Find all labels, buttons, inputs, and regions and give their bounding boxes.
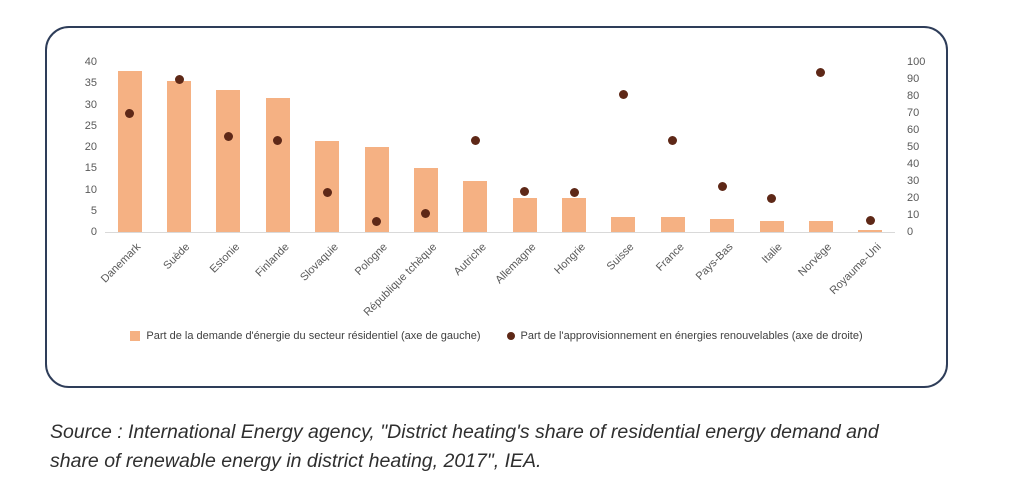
legend-bars-label: Part de la demande d'énergie du secteur …: [146, 330, 481, 342]
right-axis-tick: 30: [907, 175, 920, 187]
left-axis-tick: 25: [84, 119, 97, 132]
category-label: Finlande: [252, 241, 292, 280]
dot-10: [618, 89, 628, 99]
bar-15: [858, 229, 883, 232]
right-axis-tick: 80: [907, 90, 920, 102]
plot-area: 0 5 10 15 20 25 30 35 40 0 10 20 30 40 50 60 70 80 90 100 Da…: [85, 57, 926, 319]
bar-11: [660, 217, 685, 232]
dot-3: [273, 135, 283, 145]
category-label: Royaume-Uni: [827, 241, 884, 298]
right-axis-tick: 20: [907, 192, 920, 204]
bar-9: [562, 198, 587, 232]
bar-0: [117, 70, 142, 232]
right-axis-tick: 90: [907, 73, 920, 85]
legend-dots-label: Part de l'approvisionnement en énergies …: [520, 330, 863, 342]
category-label: Allemagne: [492, 241, 539, 287]
dot-2: [223, 132, 233, 142]
dot-swatch-icon: [506, 332, 515, 340]
dot-8: [520, 186, 530, 196]
category-label: Norvège: [796, 241, 835, 279]
right-axis-tick: 40: [907, 158, 920, 170]
category-label: France: [653, 241, 687, 274]
legend: Part de la demande d'énergie du secteur …: [47, 330, 946, 342]
dot-4: [322, 188, 332, 198]
right-axis-tick: 0: [907, 226, 914, 238]
left-axis-tick: 35: [84, 77, 97, 90]
source-line-1: Source : International Energy agency, "D…: [50, 421, 879, 443]
bar-7: [463, 181, 488, 232]
left-axis-tick: 40: [84, 56, 97, 68]
bar-8: [512, 198, 537, 232]
dot-11: [668, 135, 678, 145]
legend-item-dots: Part de l'approvisionnement en énergies …: [506, 330, 863, 342]
bar-1: [167, 81, 192, 232]
bar-13: [759, 221, 784, 232]
right-axis-tick: 70: [907, 107, 920, 119]
source-text: Source : International Energy agency, "D…: [50, 418, 980, 477]
left-axis-tick: 5: [90, 204, 97, 217]
right-axis-tick: 50: [907, 141, 920, 153]
dot-5: [372, 217, 382, 227]
dot-13: [767, 193, 777, 203]
bar-swatch-icon: [130, 331, 141, 341]
dot-7: [470, 135, 480, 145]
legend-item-bars: Part de la demande d'énergie du secteur …: [130, 330, 481, 342]
bar-10: [611, 217, 636, 232]
category-label: Estonie: [207, 241, 242, 276]
dot-15: [865, 215, 875, 225]
category-label: Autriche: [451, 241, 489, 279]
bar-4: [315, 140, 340, 232]
left-axis-tick: 10: [84, 183, 97, 196]
bar-3: [265, 98, 290, 232]
right-axis-tick: 100: [907, 56, 926, 68]
left-axis-tick: 30: [84, 98, 97, 111]
bar-12: [710, 219, 735, 232]
dot-14: [816, 67, 826, 77]
bar-6: [413, 168, 438, 232]
source-line-2: share of renewable energy in district he…: [50, 450, 542, 473]
category-label: Danemark: [98, 241, 144, 286]
right-axis-tick: 60: [907, 124, 920, 136]
category-label: Slovaquie: [298, 241, 341, 284]
category-label: Pologne: [353, 241, 391, 279]
category-label: Pays-Bas: [693, 241, 736, 283]
category-label: Suède: [161, 241, 193, 272]
left-axis-tick: 20: [84, 141, 97, 153]
left-axis-tick: 0: [90, 226, 97, 238]
dot-12: [717, 181, 727, 191]
category-label: Hongrie: [551, 241, 588, 277]
category-label: Italie: [760, 241, 786, 266]
dot-9: [569, 188, 579, 198]
bar-14: [808, 221, 833, 232]
right-axis-tick: 10: [907, 209, 920, 221]
dot-6: [421, 208, 431, 218]
left-axis-tick: 15: [84, 162, 97, 175]
dot-1: [174, 74, 184, 84]
category-label: Suisse: [605, 241, 637, 273]
bar-2: [216, 89, 241, 232]
dot-0: [125, 108, 135, 118]
chart-card: 0 5 10 15 20 25 30 35 40 0 10 20 30 40 50 60 70 80 90 100 Da…: [45, 26, 948, 388]
